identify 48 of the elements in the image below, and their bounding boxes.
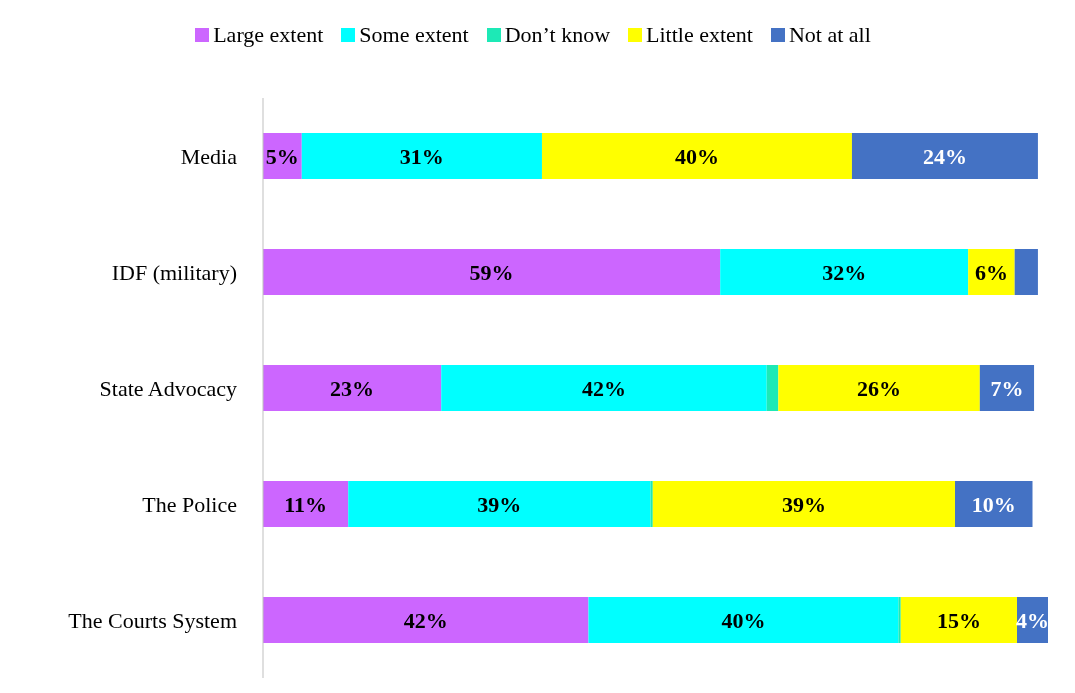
bar — [301, 133, 542, 179]
bar — [441, 365, 767, 411]
bar — [541, 133, 852, 179]
data-label: 40% — [721, 607, 766, 633]
bar — [955, 481, 1033, 527]
bar — [263, 481, 349, 527]
y-tick-label: The Police — [142, 491, 237, 517]
data-label: 31% — [399, 143, 444, 169]
bar — [263, 597, 589, 643]
data-label: 39% — [781, 491, 826, 517]
bar — [898, 597, 901, 643]
legend-label: Little extent — [645, 22, 753, 48]
data-label: 42% — [403, 607, 448, 633]
legend-label: Don’t know — [503, 22, 611, 48]
data-label: 39% — [477, 491, 522, 517]
bar — [979, 365, 1035, 411]
y-tick-label: IDF (military) — [111, 259, 237, 285]
bar — [652, 481, 956, 527]
y-tick-label: State Advocacy — [99, 375, 237, 401]
data-label: 11% — [284, 491, 328, 517]
data-label: 7% — [990, 375, 1024, 401]
data-label: 59% — [469, 259, 514, 285]
data-label: 32% — [822, 259, 867, 285]
data-label: 24% — [922, 143, 967, 169]
legend-label: Not at all — [787, 22, 871, 48]
bar — [900, 597, 1017, 643]
bar — [1014, 249, 1038, 295]
data-label: 40% — [674, 143, 719, 169]
data-label: 26% — [857, 375, 902, 401]
legend-label: Large extent — [212, 22, 324, 48]
data-label: 5% — [265, 143, 299, 169]
data-label: 42% — [581, 375, 626, 401]
bar — [263, 249, 721, 295]
bar — [348, 481, 651, 527]
data-label: 6% — [974, 259, 1008, 285]
data-label: 23% — [330, 375, 375, 401]
bar — [588, 597, 899, 643]
bar — [650, 481, 653, 527]
y-tick-label: The Courts System — [68, 607, 237, 633]
bar — [263, 365, 442, 411]
data-label: 10% — [971, 491, 1016, 517]
bar — [778, 365, 980, 411]
bar — [766, 365, 779, 411]
bar — [720, 249, 969, 295]
data-label: 15% — [936, 607, 981, 633]
bar — [851, 133, 1038, 179]
y-tick-label: Media — [180, 143, 238, 169]
legend-label: Some extent — [358, 22, 469, 48]
